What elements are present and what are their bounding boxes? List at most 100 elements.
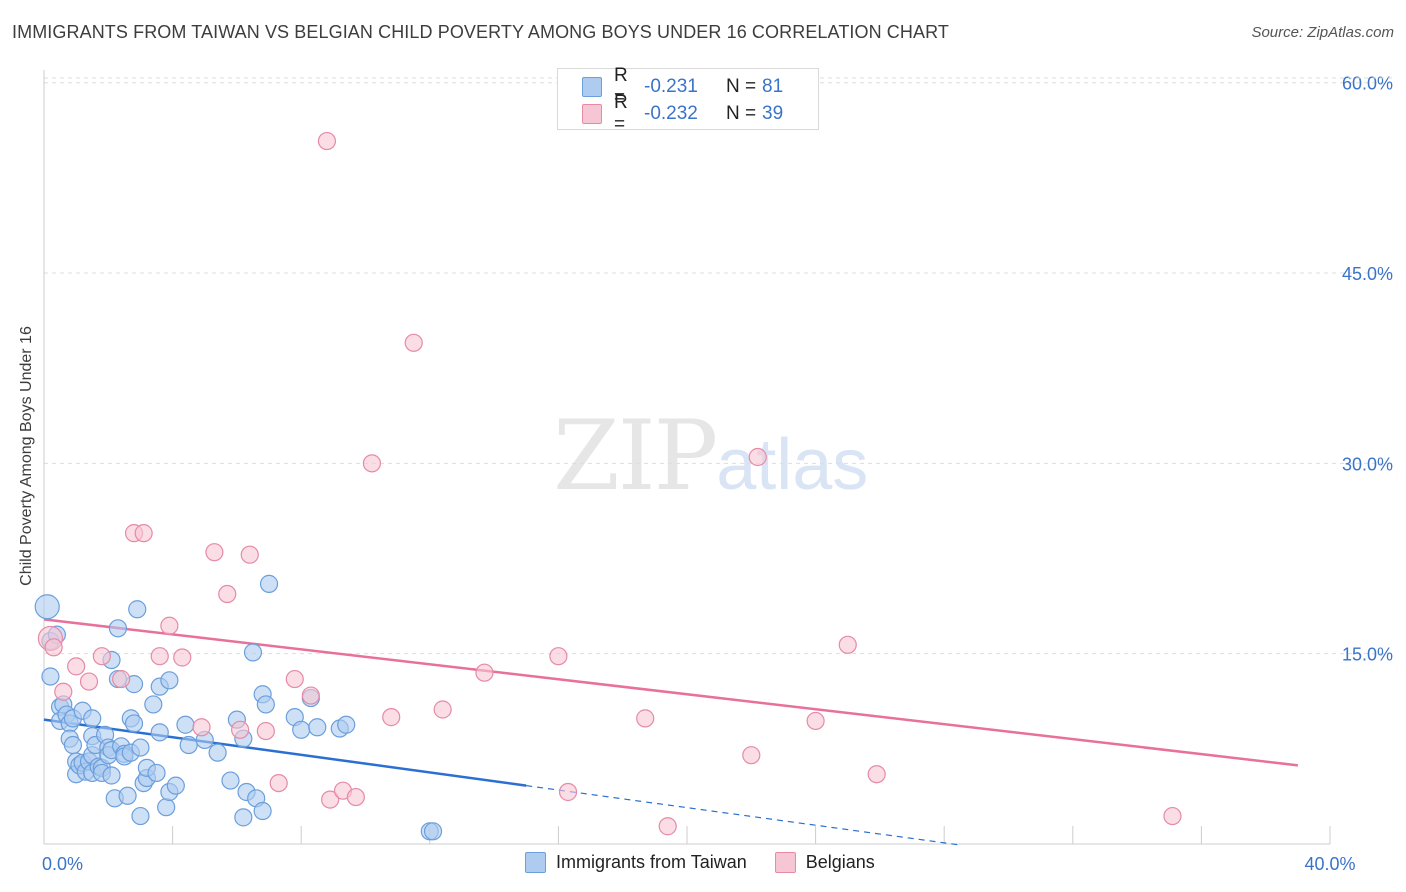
point-taiwan xyxy=(118,786,137,805)
legend-n-value: 81 xyxy=(762,76,784,97)
point-belgians xyxy=(269,773,288,793)
point-taiwan xyxy=(63,735,83,755)
legend-label-taiwan: Immigrants from Taiwan xyxy=(556,852,747,872)
legend-row-belgians: R = -0.232 N = 39 xyxy=(582,92,784,135)
point-belgians xyxy=(404,333,423,352)
point-belgians xyxy=(362,454,382,473)
point-belgians xyxy=(658,817,677,836)
point-taiwan xyxy=(144,695,163,714)
point-taiwan xyxy=(34,594,60,620)
legend-swatch-belgians xyxy=(774,852,796,873)
point-belgians xyxy=(92,647,111,666)
point-taiwan xyxy=(124,714,144,733)
point-belgians xyxy=(67,657,86,676)
legend-n-label: N = xyxy=(726,103,757,124)
point-taiwan xyxy=(253,801,272,821)
y-tick-label: 60.0% xyxy=(1342,74,1393,94)
point-belgians xyxy=(79,672,99,691)
y-tick-label: 30.0% xyxy=(1342,454,1393,474)
point-taiwan xyxy=(108,619,128,638)
point-belgians xyxy=(867,765,886,784)
legend-r-value: -0.231 xyxy=(644,76,698,97)
point-belgians xyxy=(806,711,825,731)
point-belgians xyxy=(150,647,169,666)
legend-item-taiwan: Immigrants from Taiwan xyxy=(525,852,747,873)
point-belgians xyxy=(218,584,237,604)
point-belgians xyxy=(205,543,224,562)
x-tick-label: 0.0% xyxy=(42,854,83,874)
legend-n-value: 39 xyxy=(762,103,784,124)
point-taiwan xyxy=(259,574,279,593)
trendline-belgians xyxy=(43,618,1298,767)
point-belgians xyxy=(742,746,761,765)
legend-r-label: R = xyxy=(614,65,628,108)
point-taiwan xyxy=(423,822,443,841)
point-taiwan xyxy=(292,720,311,739)
watermark-zip: ZIP xyxy=(553,400,718,512)
point-belgians xyxy=(231,720,250,739)
point-taiwan xyxy=(256,695,275,714)
trendline-taiwan xyxy=(43,718,527,787)
point-taiwan xyxy=(83,709,102,728)
point-taiwan xyxy=(337,715,356,734)
point-belgians xyxy=(636,709,655,728)
legend-item-belgians: Belgians xyxy=(774,852,875,873)
point-belgians xyxy=(321,790,340,809)
legend-label-belgians: Belgians xyxy=(805,852,875,872)
legend-n-label: N = xyxy=(726,76,757,97)
point-taiwan xyxy=(208,743,227,762)
legend-swatch-taiwan xyxy=(582,77,602,97)
point-belgians xyxy=(1163,806,1182,826)
point-belgians xyxy=(134,524,153,543)
legend-r-label: R = xyxy=(614,92,628,135)
point-belgians xyxy=(838,635,857,654)
chart-title: IMMIGRANTS FROM TAIWAN VS BELGIAN CHILD … xyxy=(12,22,949,42)
legend-r-value: -0.232 xyxy=(644,103,698,124)
point-belgians xyxy=(44,638,63,657)
series-legend: Immigrants from Taiwan Belgians xyxy=(525,852,903,873)
legend-swatch-taiwan xyxy=(525,852,546,873)
point-taiwan xyxy=(131,738,150,757)
point-taiwan xyxy=(128,600,147,619)
point-taiwan xyxy=(131,806,150,826)
correlation-legend: R = -0.231 N = 81 R = -0.232 N = 39 xyxy=(557,65,819,135)
watermark: ZIPatlas xyxy=(553,400,868,512)
point-belgians xyxy=(112,669,131,689)
y-tick-label: 15.0% xyxy=(1342,645,1393,665)
point-belgians xyxy=(173,648,192,667)
point-taiwan xyxy=(150,723,169,742)
point-belgians xyxy=(382,708,401,727)
point-taiwan xyxy=(221,771,240,790)
x-tick-label: 40.0% xyxy=(1304,854,1355,874)
point-taiwan xyxy=(102,766,121,785)
watermark-atlas: atlas xyxy=(716,425,869,505)
point-taiwan xyxy=(147,763,166,783)
point-belgians xyxy=(285,669,304,689)
point-taiwan xyxy=(308,718,327,737)
point-belgians xyxy=(748,447,767,467)
point-taiwan xyxy=(234,808,253,827)
point-belgians xyxy=(192,718,211,737)
point-belgians xyxy=(54,682,73,701)
point-belgians xyxy=(475,663,494,682)
y-tick-label: 45.0% xyxy=(1342,264,1393,284)
legend-swatch-belgians xyxy=(582,104,602,124)
point-belgians xyxy=(317,131,337,151)
point-belgians xyxy=(558,782,578,802)
point-taiwan xyxy=(176,715,195,734)
point-belgians xyxy=(549,647,568,666)
point-belgians xyxy=(240,545,259,564)
point-taiwan xyxy=(157,798,176,817)
point-belgians xyxy=(346,787,365,807)
point-belgians xyxy=(433,700,452,719)
point-taiwan xyxy=(41,667,60,686)
trendline-taiwan-extension xyxy=(526,785,961,846)
point-taiwan xyxy=(179,735,198,755)
source-credit: Source: ZipAtlas.com xyxy=(1251,24,1394,41)
point-belgians xyxy=(160,616,179,635)
point-taiwan xyxy=(166,776,185,795)
legend-row-taiwan: R = -0.231 N = 81 xyxy=(582,65,784,108)
point-taiwan xyxy=(243,643,263,662)
point-belgians xyxy=(301,686,320,705)
